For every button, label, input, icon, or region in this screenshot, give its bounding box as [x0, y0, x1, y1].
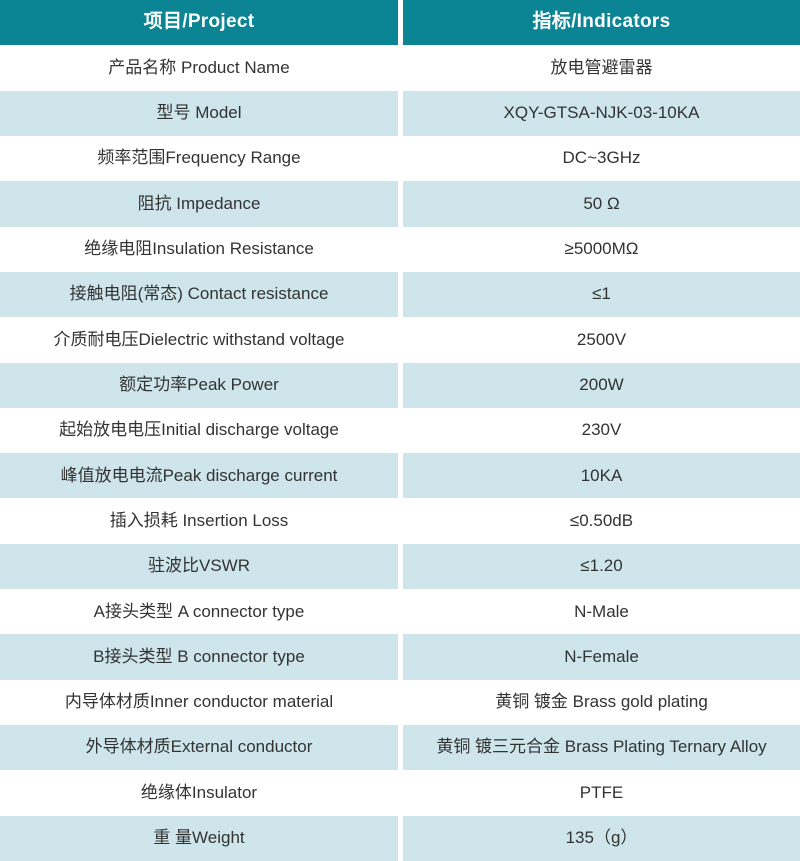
project-cell: 起始放电电压Initial discharge voltage: [0, 407, 398, 454]
table-row: 外导体材质External conductor 黄铜 镀三元合金 Brass Pl…: [0, 725, 800, 771]
column-divider: [398, 725, 403, 771]
indicator-cell: DC~3GHz: [403, 135, 800, 182]
project-cell: 阻抗 Impedance: [0, 181, 398, 227]
column-divider: [398, 453, 403, 499]
table-row: 内导体材质Inner conductor material 黄铜 镀金 Brass…: [0, 679, 800, 725]
project-cell: A接头类型 A connector type: [0, 589, 398, 635]
column-divider: [398, 634, 403, 680]
project-cell: 产品名称 Product Name: [0, 45, 398, 91]
column-divider: [398, 498, 403, 544]
indicator-cell: ≥5000MΩ: [403, 226, 800, 272]
column-divider: [398, 362, 403, 408]
project-cell: 接触电阻(常态) Contact resistance: [0, 271, 398, 318]
project-cell: 内导体材质Inner conductor material: [0, 679, 398, 725]
column-divider: [398, 90, 403, 136]
project-cell: 插入损耗 Insertion Loss: [0, 498, 398, 544]
column-divider: [398, 271, 403, 318]
project-cell: 重 量Weight: [0, 815, 398, 861]
column-divider: [398, 181, 403, 227]
project-cell: 额定功率Peak Power: [0, 362, 398, 408]
column-divider: [398, 815, 403, 861]
table-row: B接头类型 B connector type N-Female: [0, 634, 800, 680]
table-row: 插入损耗 Insertion Loss ≤0.50dB: [0, 498, 800, 544]
indicator-cell: PTFE: [403, 770, 800, 816]
table-row: 产品名称 Product Name 放电管避雷器: [0, 45, 800, 91]
project-cell: 外导体材质External conductor: [0, 725, 398, 771]
table-header-row: 项目/Project 指标/Indicators: [0, 0, 800, 46]
indicator-cell: 2500V: [403, 317, 800, 363]
header-indicators: 指标/Indicators: [403, 0, 800, 46]
table-row: 额定功率Peak Power 200W: [0, 362, 800, 408]
column-divider: [398, 0, 403, 46]
table-row: 接触电阻(常态) Contact resistance ≤1: [0, 271, 800, 318]
table-row: A接头类型 A connector type N-Male: [0, 589, 800, 635]
project-cell: 驻波比VSWR: [0, 543, 398, 590]
project-cell: 介质耐电压Dielectric withstand voltage: [0, 317, 398, 363]
table-row: 重 量Weight 135（g）: [0, 815, 800, 861]
column-divider: [398, 589, 403, 635]
column-divider: [398, 226, 403, 272]
indicator-cell: 200W: [403, 362, 800, 408]
table-row: 介质耐电压Dielectric withstand voltage 2500V: [0, 317, 800, 363]
table-row: 峰值放电电流Peak discharge current 10KA: [0, 453, 800, 499]
header-project: 项目/Project: [0, 0, 398, 46]
indicator-cell: 50 Ω: [403, 181, 800, 227]
indicator-cell: N-Male: [403, 589, 800, 635]
indicator-cell: 黄铜 镀金 Brass gold plating: [403, 679, 800, 725]
project-cell: 绝缘电阻Insulation Resistance: [0, 226, 398, 272]
column-divider: [398, 407, 403, 454]
indicator-cell: ≤1.20: [403, 543, 800, 590]
table-row: 起始放电电压Initial discharge voltage 230V: [0, 407, 800, 454]
column-divider: [398, 543, 403, 590]
indicator-cell: N-Female: [403, 634, 800, 680]
project-cell: 峰值放电电流Peak discharge current: [0, 453, 398, 499]
column-divider: [398, 317, 403, 363]
project-cell: B接头类型 B connector type: [0, 634, 398, 680]
table-row: 绝缘体Insulator PTFE: [0, 770, 800, 816]
indicator-cell: ≤0.50dB: [403, 498, 800, 544]
project-cell: 绝缘体Insulator: [0, 770, 398, 816]
indicator-cell: XQY-GTSA-NJK-03-10KA: [403, 90, 800, 136]
table-row: 型号 Model XQY-GTSA-NJK-03-10KA: [0, 90, 800, 136]
indicator-cell: 230V: [403, 407, 800, 454]
column-divider: [398, 45, 403, 91]
column-divider: [398, 679, 403, 725]
indicator-cell: 黄铜 镀三元合金 Brass Plating Ternary Alloy: [403, 725, 800, 771]
indicator-cell: 10KA: [403, 453, 800, 499]
table-row: 阻抗 Impedance 50 Ω: [0, 181, 800, 227]
table-row: 驻波比VSWR ≤1.20: [0, 543, 800, 590]
table-row: 绝缘电阻Insulation Resistance ≥5000MΩ: [0, 226, 800, 272]
project-cell: 频率范围Frequency Range: [0, 135, 398, 182]
indicator-cell: 放电管避雷器: [403, 45, 800, 91]
column-divider: [398, 135, 403, 182]
project-cell: 型号 Model: [0, 90, 398, 136]
column-divider: [398, 770, 403, 816]
indicator-cell: 135（g）: [403, 815, 800, 861]
table-row: 频率范围Frequency Range DC~3GHz: [0, 135, 800, 182]
indicator-cell: ≤1: [403, 271, 800, 318]
